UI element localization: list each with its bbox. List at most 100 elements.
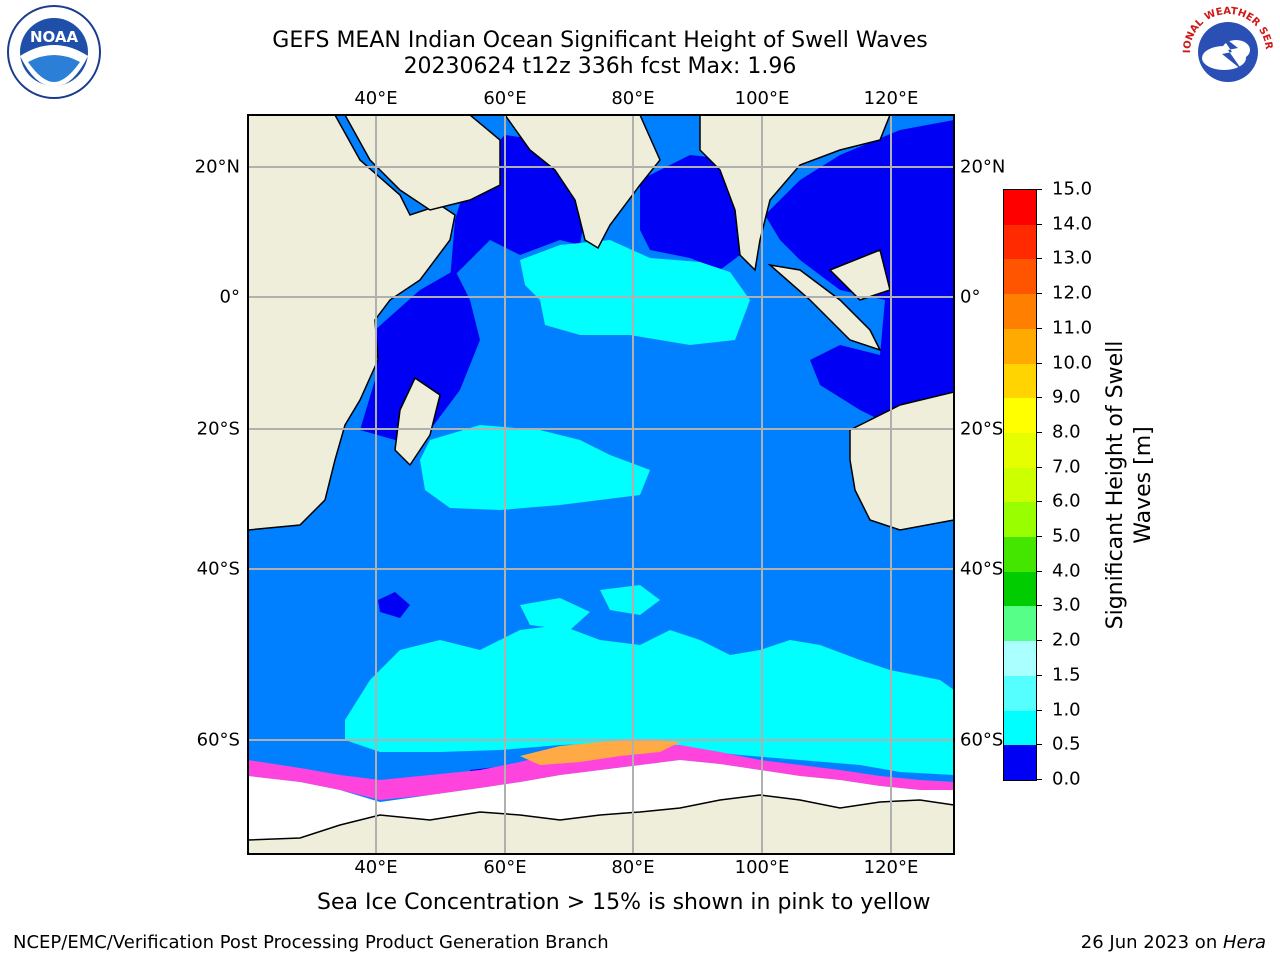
land-arabian-peninsula — [344, 115, 501, 211]
sea-ice-orange-band — [520, 740, 680, 765]
colorbar-tick-label: 7.0 — [1052, 456, 1081, 478]
lat-tick-right: 20°S — [960, 418, 1004, 440]
lat-tick-right: 20°N — [960, 156, 1006, 178]
colorbar-segment — [1004, 467, 1036, 503]
lat-tick-right: 60°S — [960, 729, 1004, 751]
colorbar-tick-mark — [1036, 189, 1042, 190]
colorbar-tick-label: 11.0 — [1052, 317, 1093, 339]
colorbar-tick-label: 6.0 — [1052, 490, 1081, 512]
dark-blue-spot-south — [378, 592, 410, 618]
colorbar-segment — [1004, 259, 1036, 295]
colorbar-tick-mark — [1036, 536, 1042, 538]
colorbar-tick-label: 1.0 — [1052, 699, 1081, 721]
land-southeast-asia — [699, 115, 891, 272]
colorbar-segment — [1004, 398, 1036, 434]
colorbar-tick-label: 0.5 — [1052, 733, 1081, 755]
chart-title: GEFS MEAN Indian Ocean Significant Heigh… — [272, 28, 928, 53]
colorbar-tick-mark — [1036, 570, 1042, 572]
lat-tick-right: 0° — [960, 286, 981, 308]
colorbar-tick-mark — [1036, 501, 1042, 503]
colorbar-label-line1: Significant Height of Swell — [1103, 340, 1128, 630]
credit-machine: Hera — [1222, 932, 1266, 953]
colorbar-segment — [1004, 328, 1036, 365]
colorbar-segment — [1004, 710, 1036, 746]
colorbar-segment — [1004, 606, 1036, 642]
land-madagascar — [394, 376, 441, 467]
lat-tick-right: 40°S — [960, 558, 1004, 580]
credit-date: 26 Jun 2023 on — [1080, 932, 1223, 953]
colorbar-tick-label: 4.0 — [1052, 560, 1081, 582]
colorbar-tick-mark — [1036, 293, 1042, 295]
cyan-equatorial — [520, 240, 750, 345]
colorbar-segment — [1004, 502, 1036, 538]
land-australia — [849, 391, 954, 531]
cyan-patch-1 — [520, 598, 590, 630]
colorbar-tick-mark — [1036, 397, 1042, 399]
lon-tick-top: 80°E — [611, 88, 655, 109]
lon-tick-bottom: 100°E — [734, 857, 790, 878]
colorbar-tick-mark — [1036, 327, 1042, 329]
colorbar-tick-mark — [1036, 779, 1042, 780]
colorbar-tick-label: 1.5 — [1052, 664, 1081, 686]
colorbar-segment — [1004, 294, 1036, 330]
colorbar-segment — [1004, 745, 1036, 781]
dark-blue-east-africa — [360, 270, 480, 440]
colorbar-tick-mark — [1036, 466, 1042, 468]
colorbar-tick-mark — [1036, 709, 1042, 711]
colorbar-segment — [1004, 432, 1036, 469]
noaa-logo-text: NOAA — [30, 28, 79, 46]
colorbar-segment — [1004, 224, 1036, 260]
colorbar-tick-mark — [1036, 674, 1042, 676]
lon-tick-bottom: 120°E — [863, 857, 919, 878]
nws-logo: NATIONAL WEATHER SERVICE — [1180, 4, 1275, 99]
sea-ice-pink-band — [248, 745, 954, 800]
colorbar-label-line2: Waves [m] — [1131, 426, 1156, 544]
lon-tick-top: 60°E — [483, 88, 527, 109]
land-africa-arabia — [248, 115, 456, 531]
lat-tick-left: 60°S — [196, 729, 240, 751]
colorbar-tick-mark — [1036, 744, 1042, 746]
colorbar-tick-label: 0.0 — [1052, 768, 1081, 790]
lat-tick-left: 0° — [219, 286, 240, 308]
colorbar-segment — [1004, 641, 1036, 677]
lon-tick-bottom: 80°E — [611, 857, 655, 878]
credit-left: NCEP/EMC/Verification Post Processing Pr… — [13, 932, 609, 953]
colorbar-tick-label: 10.0 — [1052, 352, 1093, 374]
graticule — [248, 115, 954, 854]
colorbar-segment — [1004, 190, 1036, 226]
land-india — [504, 115, 661, 250]
colorbar-tick-label: 13.0 — [1052, 247, 1093, 269]
colorbar-tick-label: 2.0 — [1052, 629, 1081, 651]
sea-ice-footnote: Sea Ice Concentration > 15% is shown in … — [317, 890, 931, 915]
colorbar-tick-label: 3.0 — [1052, 594, 1081, 616]
lat-tick-left: 20°N — [194, 156, 240, 178]
colorbar-segment — [1004, 537, 1036, 573]
cyan-patch-2 — [600, 585, 660, 615]
lat-tick-left: 40°S — [196, 558, 240, 580]
land-antarctica — [248, 794, 954, 854]
colorbar-segment — [1004, 363, 1036, 399]
colorbar-tick-mark — [1036, 223, 1042, 225]
lon-tick-bottom: 40°E — [354, 857, 398, 878]
lon-tick-bottom: 60°E — [483, 857, 527, 878]
lon-tick-top: 40°E — [354, 88, 398, 109]
noaa-logo: NOAA — [7, 5, 101, 99]
colorbar-tick-mark — [1036, 605, 1042, 607]
cyan-south-central — [420, 425, 650, 510]
cyan-southern-ocean — [345, 625, 954, 775]
lon-tick-top: 120°E — [863, 88, 919, 109]
credit-right: 26 Jun 2023 on Hera — [1081, 932, 1266, 953]
lon-tick-top: 100°E — [734, 88, 790, 109]
colorbar-tick-mark — [1036, 640, 1042, 642]
lat-tick-left: 20°S — [196, 418, 240, 440]
colorbar — [1003, 189, 1037, 781]
colorbar-tick-mark — [1036, 258, 1042, 260]
colorbar-tick-label: 15.0 — [1052, 178, 1093, 200]
colorbar-segment — [1004, 571, 1036, 607]
colorbar-tick-label: 12.0 — [1052, 282, 1093, 304]
colorbar-tick-mark — [1036, 431, 1042, 433]
colorbar-tick-label: 9.0 — [1052, 386, 1081, 408]
colorbar-tick-label: 14.0 — [1052, 213, 1093, 235]
map-frame — [247, 114, 955, 855]
